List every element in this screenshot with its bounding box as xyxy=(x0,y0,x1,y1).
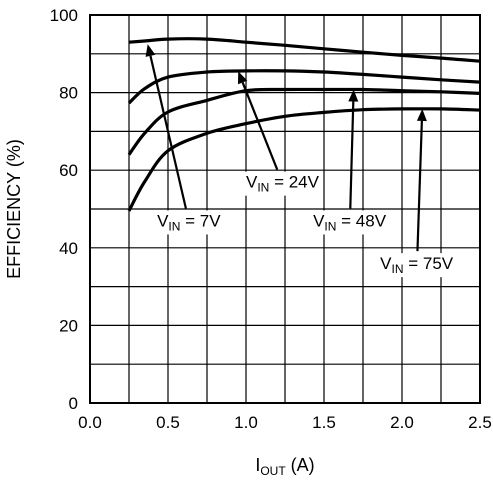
arrow-head xyxy=(145,44,156,57)
annotation-arrow-4 xyxy=(416,120,423,252)
y-tick-label: 20 xyxy=(59,316,78,335)
plot-area-frame xyxy=(89,14,481,404)
annotation-label-4: VIN = 75V xyxy=(380,254,454,276)
y-axis-title: EFFICIENCY (%) xyxy=(4,139,24,279)
series-line-1 xyxy=(128,37,481,63)
annotation-arrow-2 xyxy=(241,82,279,171)
y-tick-label: 0 xyxy=(69,394,78,413)
x-tick-label: 1.5 xyxy=(312,413,336,432)
annotation-label-2: VIN = 24V xyxy=(246,173,320,195)
annotations: VIN = 7V VIN = 24V VIN = 48V VIN = 75V xyxy=(145,44,457,278)
y-tick-label: 40 xyxy=(59,239,78,258)
grid-lines xyxy=(90,15,480,403)
y-tick-label: 60 xyxy=(59,161,78,180)
annotation-label-1: VIN = 7V xyxy=(157,211,221,233)
x-tick-label: 2.0 xyxy=(390,413,414,432)
annotation-label-background xyxy=(377,253,457,278)
x-tick-label: 0.5 xyxy=(156,413,180,432)
x-axis-title: IOUT (A) xyxy=(255,455,314,478)
annotation-label-background xyxy=(310,210,390,235)
x-tick-label: 1.0 xyxy=(234,413,258,432)
annotation-label-background xyxy=(243,171,323,196)
annotation-label-background xyxy=(154,210,225,235)
series-line-2 xyxy=(127,69,481,105)
x-tick-label: 2.5 xyxy=(468,413,492,432)
series-lines xyxy=(127,37,481,212)
annotation-label-3: VIN = 48V xyxy=(313,211,387,233)
y-tick-label: 100 xyxy=(50,6,78,25)
y-tick-label: 80 xyxy=(59,84,78,103)
arrow-head xyxy=(238,71,248,85)
series-line-3 xyxy=(127,87,481,156)
arrow-head xyxy=(348,89,359,102)
series-line-4 xyxy=(127,107,481,212)
annotation-arrow-1 xyxy=(149,55,187,209)
annotation-arrow-3 xyxy=(349,101,355,209)
arrow-head xyxy=(416,108,427,122)
tick-labels: 0.0 0.5 1.0 1.5 2.0 2.5 0 20 40 60 80 100 xyxy=(50,6,492,432)
x-tick-label: 0.0 xyxy=(78,413,102,432)
